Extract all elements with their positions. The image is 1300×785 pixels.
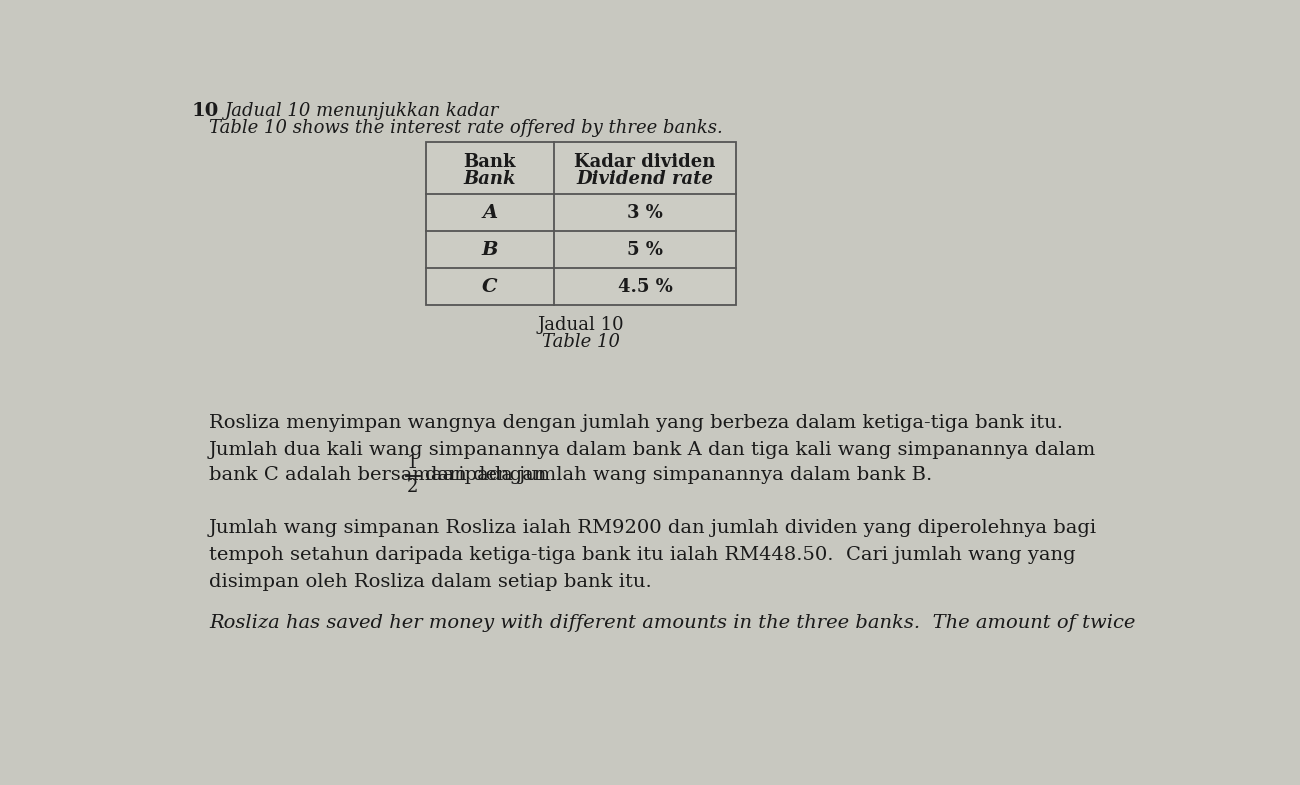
Text: disimpan oleh Rosliza dalam setiap bank itu.: disimpan oleh Rosliza dalam setiap bank …	[209, 573, 651, 591]
Text: 2: 2	[407, 478, 419, 496]
Text: 10: 10	[192, 102, 220, 120]
Text: tempoh setahun daripada ketiga-tiga bank itu ialah RM448.50.  Cari jumlah wang y: tempoh setahun daripada ketiga-tiga bank…	[209, 546, 1075, 564]
Text: Jumlah dua kali wang simpanannya dalam bank A dan tiga kali wang simpanannya dal: Jumlah dua kali wang simpanannya dalam b…	[209, 440, 1096, 458]
Text: Jadual 10: Jadual 10	[538, 316, 624, 334]
Text: Bank: Bank	[464, 170, 516, 188]
Bar	[426, 142, 736, 305]
Text: daripada jumlah wang simpanannya dalam bank B.: daripada jumlah wang simpanannya dalam b…	[425, 466, 932, 484]
Text: 4.5 %: 4.5 %	[618, 278, 672, 296]
Bar	[426, 142, 736, 305]
Text: 5 %: 5 %	[627, 241, 663, 259]
Text: 1: 1	[407, 455, 419, 473]
Text: C: C	[482, 278, 498, 296]
Text: Rosliza has saved her money with different amounts in the three banks.  The amou: Rosliza has saved her money with differe…	[209, 614, 1135, 632]
Text: Rosliza menyimpan wangnya dengan jumlah yang berbeza dalam ketiga-tiga bank itu.: Rosliza menyimpan wangnya dengan jumlah …	[209, 414, 1063, 432]
Text: bank C adalah bersamaan dengan: bank C adalah bersamaan dengan	[209, 466, 546, 484]
Text: Table 10 shows the interest rate offered by three banks.: Table 10 shows the interest rate offered…	[209, 119, 723, 137]
Text: Bank: Bank	[464, 153, 516, 170]
Text: 3 %: 3 %	[627, 204, 663, 222]
Text: Table 10: Table 10	[542, 333, 620, 351]
Text: A: A	[482, 204, 498, 222]
Text: Jadual 10 menunjukkan kadar: Jadual 10 menunjukkan kadar	[225, 102, 499, 120]
Text: Jumlah wang simpanan Rosliza ialah RM9200 dan jumlah dividen yang diperolehnya b: Jumlah wang simpanan Rosliza ialah RM920…	[209, 519, 1097, 537]
Text: Kadar dividen: Kadar dividen	[575, 153, 715, 170]
Text: Dividend rate: Dividend rate	[576, 170, 714, 188]
Text: B: B	[482, 241, 498, 259]
